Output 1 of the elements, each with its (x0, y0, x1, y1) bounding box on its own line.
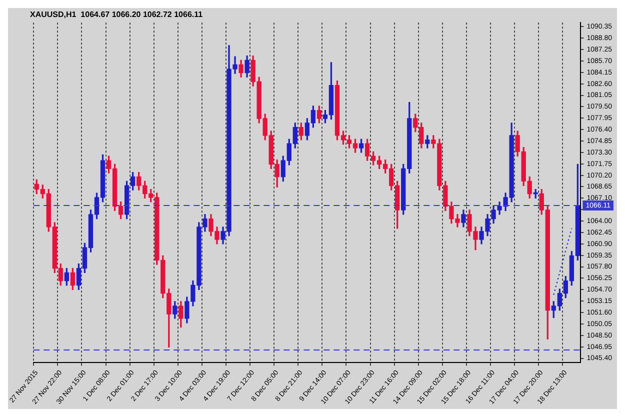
chart-title: XAUUSD,H1 1064.67 1066.20 1062.72 1066.11 (30, 10, 204, 20)
